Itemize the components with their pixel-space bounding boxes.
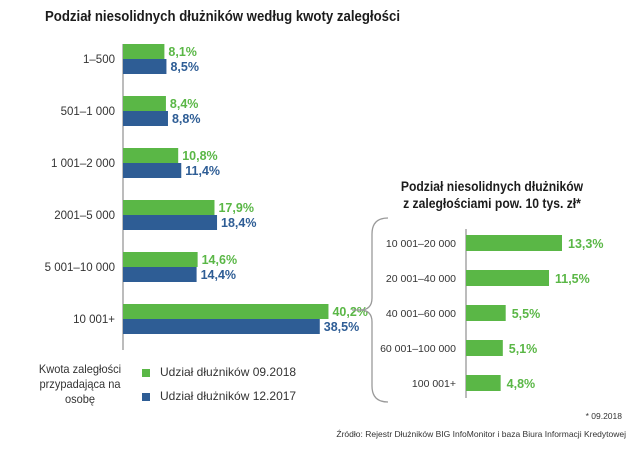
side-panel-bracket bbox=[359, 217, 389, 403]
side-chart-title: Podział niesolidnych dłużników z zaległo… bbox=[384, 178, 600, 212]
side-category-label-40-001-60-000: 40 001–60 000 bbox=[386, 308, 456, 320]
legend-swatch-2017 bbox=[142, 392, 150, 401]
legend-swatch-2018 bbox=[142, 368, 150, 377]
side-value-label-60-001-100-000: 5,1% bbox=[509, 342, 537, 356]
category-label-501-1-000: 501–1 000 bbox=[61, 106, 115, 118]
side-value-label-40-001-60-000: 5,5% bbox=[512, 307, 540, 321]
legend-label-2017: Udział dłużników 12.2017 bbox=[160, 389, 297, 403]
value-label-2017-5-001-10-000: 14,4% bbox=[201, 268, 236, 282]
value-label-2018-1-500: 8,1% bbox=[168, 45, 197, 59]
bar-2017-501-1-000 bbox=[123, 111, 168, 126]
side-bar-10-001-20-000 bbox=[466, 235, 562, 251]
bar-2018-5-001-10-000 bbox=[123, 252, 198, 267]
value-label-2017-10-001: 38,5% bbox=[324, 320, 359, 334]
bar-2017-1-500 bbox=[123, 59, 167, 74]
legend-item-2018: Udział dłużników 09.2018 bbox=[142, 365, 296, 379]
category-label-10-001: 10 001+ bbox=[73, 314, 115, 326]
value-label-2017-501-1-000: 8,8% bbox=[172, 112, 201, 126]
side-bar-40-001-60-000 bbox=[466, 305, 506, 321]
bar-2017-10-001 bbox=[123, 319, 320, 334]
side-value-label-10-001-20-000: 13,3% bbox=[568, 237, 603, 251]
side-category-label-60-001-100-000: 60 001–100 000 bbox=[380, 343, 456, 355]
side-value-label-100-001: 4,8% bbox=[507, 377, 536, 391]
value-label-2018-5-001-10-000: 14,6% bbox=[202, 253, 237, 267]
bar-2018-10-001 bbox=[123, 304, 329, 319]
bar-2017-5-001-10-000 bbox=[123, 267, 197, 282]
main-chart-title: Podział niesolidnych dłużników według kw… bbox=[45, 8, 400, 25]
category-label-5-001-10-000: 5 001–10 000 bbox=[45, 262, 115, 274]
legend-label-2018: Udział dłużników 09.2018 bbox=[160, 365, 297, 379]
side-category-label-10-001-20-000: 10 001–20 000 bbox=[386, 238, 456, 250]
value-label-2018-1-001-2-000: 10,8% bbox=[182, 149, 217, 163]
side-value-label-20-001-40-000: 11,5% bbox=[555, 272, 590, 286]
side-bar-20-001-40-000 bbox=[466, 270, 550, 286]
value-label-2018-10-001: 40,2% bbox=[332, 305, 367, 319]
legend-item-2017: Udział dłużników 12.2017 bbox=[142, 389, 296, 403]
category-label-1-001-2-000: 1 001–2 000 bbox=[51, 158, 115, 170]
side-category-label-100-001: 100 001+ bbox=[412, 378, 456, 390]
source-note: Źródło: Rejestr Dłużników BIG InfoMonito… bbox=[336, 429, 626, 439]
bar-2018-1-001-2-000 bbox=[123, 148, 179, 163]
value-label-2018-2001-5-000: 17,9% bbox=[218, 201, 253, 215]
side-chart-title-line-1: Podział niesolidnych dłużników bbox=[400, 179, 584, 194]
side-bar-100-001 bbox=[466, 375, 501, 391]
category-label-2001-5-000: 2001–5 000 bbox=[54, 210, 115, 222]
side-category-label-20-001-40-000: 20 001–40 000 bbox=[386, 273, 456, 285]
value-label-2018-501-1-000: 8,4% bbox=[170, 97, 199, 111]
side-chart-title-line-2: z zaległościami pow. 10 tys. zł* bbox=[403, 196, 581, 211]
value-label-2017-1-001-2-000: 11,4% bbox=[185, 164, 220, 178]
bar-2018-1-500 bbox=[123, 44, 165, 59]
value-label-2017-2001-5-000: 18,4% bbox=[221, 216, 256, 230]
main-chart: 1–500 8,1%8,5% 501–1 000 8,4%8,8% 1 001–2 00… bbox=[45, 44, 368, 350]
side-bar-60-001-100-000 bbox=[466, 340, 503, 356]
bar-2017-1-001-2-000 bbox=[123, 163, 182, 178]
side-chart: 10 001–20 000 13,3% 20 001–40 000 11,5% 40 0… bbox=[380, 229, 603, 398]
category-label-1-500: 1–500 bbox=[83, 54, 115, 66]
footnote: * 09.2018 bbox=[585, 411, 622, 421]
value-label-2017-1-500: 8,5% bbox=[170, 60, 199, 74]
bar-2018-501-1-000 bbox=[123, 96, 166, 111]
bar-2018-2001-5-000 bbox=[123, 200, 215, 215]
bar-2017-2001-5-000 bbox=[123, 215, 218, 230]
legend-title: Kwota zaległości przypadająca na osobę bbox=[38, 362, 122, 406]
